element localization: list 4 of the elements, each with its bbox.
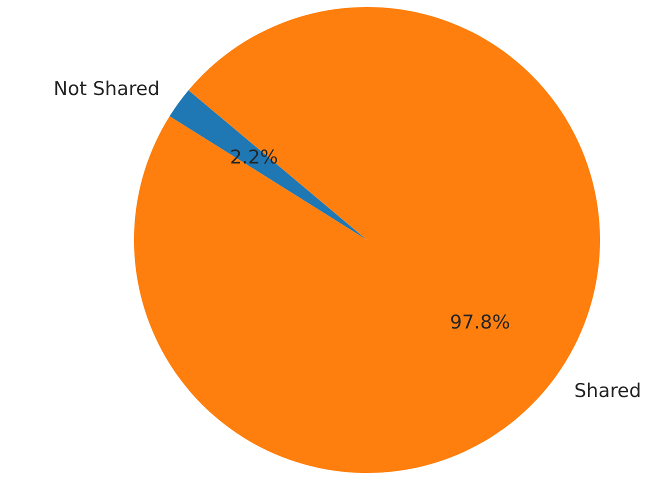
slice-label: Not Shared — [54, 78, 160, 100]
pie-slice — [170, 90, 367, 240]
slice-label: Shared — [574, 380, 642, 402]
data-label: 97.8% — [450, 311, 510, 334]
